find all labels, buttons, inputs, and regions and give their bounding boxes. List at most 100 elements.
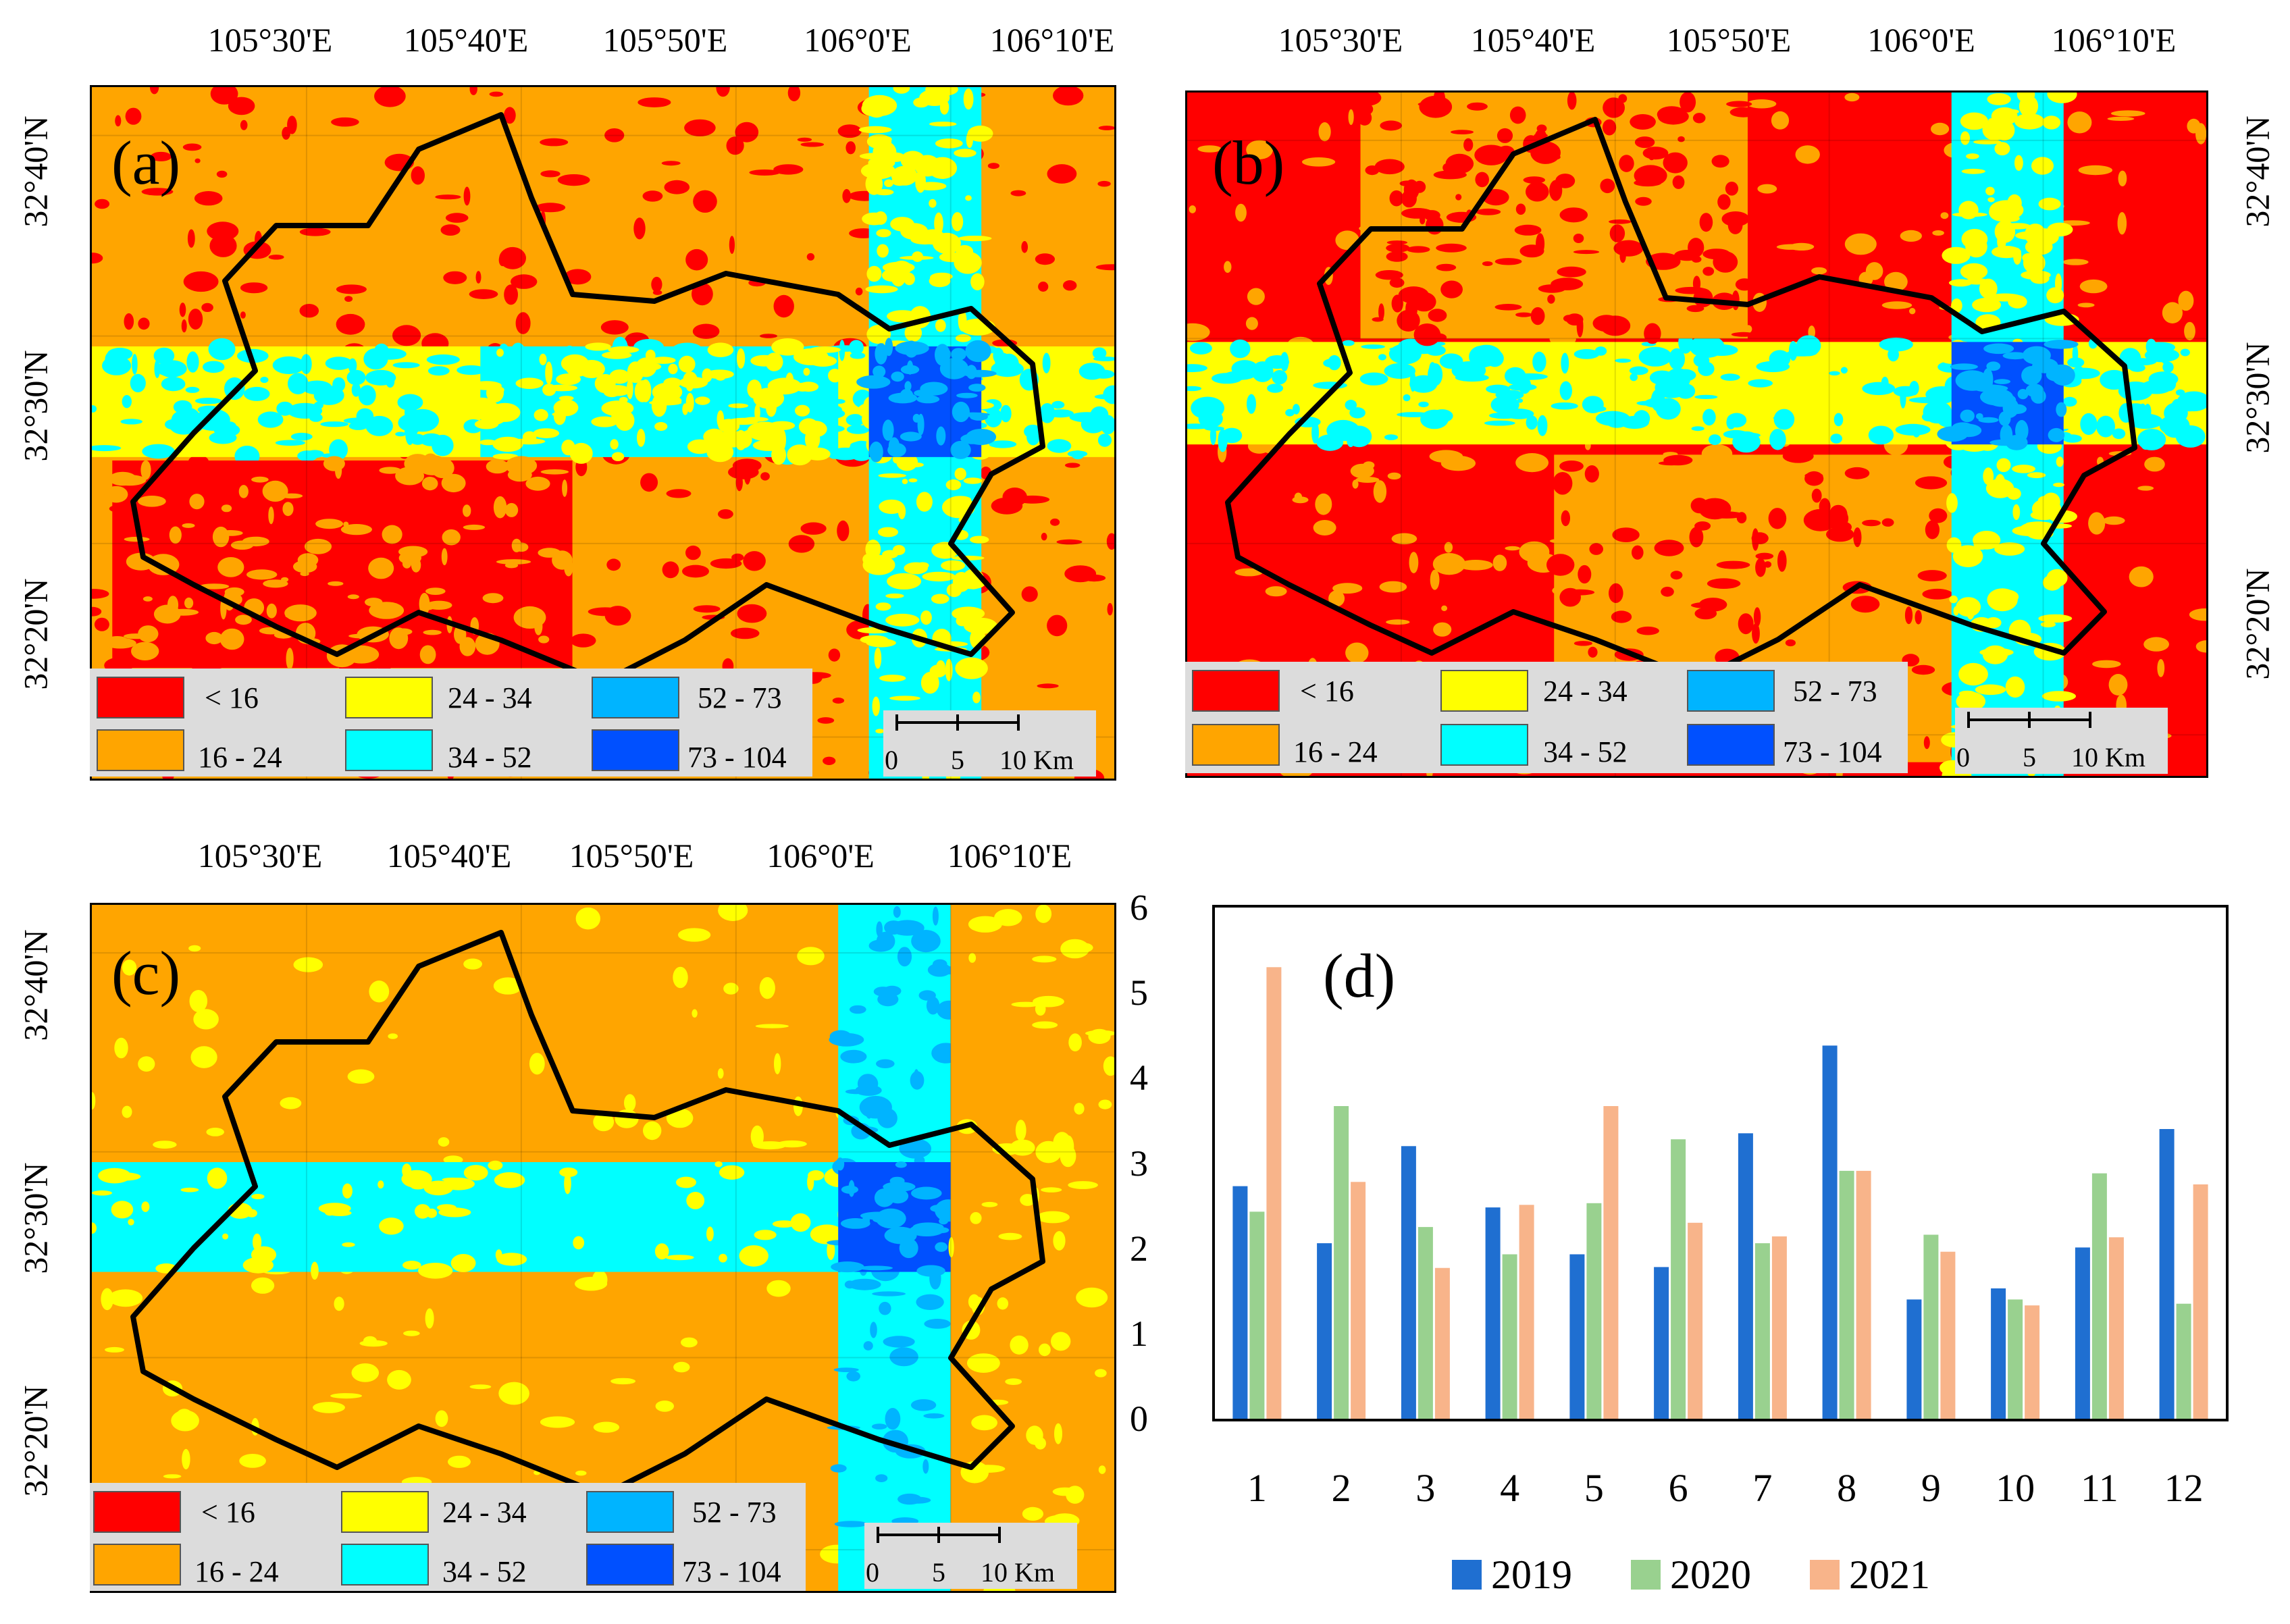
map-texture [1352, 93, 1757, 346]
scale-tick: 5 [951, 745, 964, 775]
map-texture [856, 338, 997, 463]
legend-label: < 16 [205, 681, 259, 714]
bar-2021-m12 [2193, 1184, 2208, 1419]
legend-swatch [592, 729, 679, 771]
legend-label: 52 - 73 [1793, 675, 1877, 708]
lat-label: 32°30'N [16, 1162, 55, 1274]
lon-label: 105°50'E [569, 837, 694, 874]
scale-bar-b: 0 5 10 Km [1955, 708, 2168, 774]
bar-2019-m3 [1401, 1146, 1416, 1419]
bar-2019-m4 [1485, 1207, 1501, 1419]
x-tick-label: 7 [1752, 1466, 1773, 1510]
bar-layer [1232, 967, 2208, 1419]
lat-label: 32°40'N [16, 115, 55, 228]
legend-swatch [1440, 724, 1528, 766]
lon-label: 106°10'E [989, 21, 1115, 59]
bar-2021-m10 [2025, 1305, 2040, 1419]
panel-label-a: (a) [111, 128, 181, 197]
bar-2020-m3 [1417, 1227, 1433, 1419]
legend-label: 52 - 73 [692, 1496, 777, 1529]
legend-swatch-2019 [1452, 1560, 1482, 1590]
legend-label: 73 - 104 [687, 741, 787, 774]
y-tick-label: 1 [1130, 1313, 1148, 1354]
y-tick-label: 0 [1130, 1398, 1148, 1439]
scale-tick: 0 [885, 745, 898, 775]
legend-swatch [1687, 724, 1775, 766]
x-tick-label: 8 [1837, 1466, 1857, 1510]
bar-2020-m11 [2091, 1173, 2107, 1419]
lat-label: 32°40'N [2238, 115, 2276, 228]
bar-2021-m4 [1519, 1205, 1534, 1419]
panel-label-c: (c) [111, 939, 181, 1007]
legend-swatch [1440, 670, 1528, 712]
legend-label: < 16 [201, 1496, 255, 1529]
bar-2020-m1 [1249, 1211, 1265, 1419]
legend-label: 24 - 34 [448, 681, 532, 714]
x-tick-label: 1 [1247, 1466, 1267, 1510]
bar-2021-m2 [1351, 1182, 1366, 1419]
legend-swatch [93, 1544, 181, 1586]
lon-label: 105°40'E [403, 21, 529, 59]
bar-2020-m8 [1839, 1170, 1854, 1419]
legend-label: 73 - 104 [1783, 735, 1882, 768]
bar-2021-m11 [2108, 1237, 2124, 1419]
lat-label: 32°20'N [16, 1385, 55, 1497]
legend-label: 24 - 34 [442, 1496, 527, 1529]
bar-2021-m7 [1771, 1236, 1787, 1419]
y-tick-label: 3 [1130, 1143, 1148, 1184]
lat-label: 32°40'N [16, 929, 55, 1041]
legend-label: < 16 [1300, 675, 1354, 708]
x-tick-label: 11 [2080, 1466, 2118, 1510]
scale-bar-a: 0 5 10 Km [883, 710, 1096, 777]
map-a-raster [90, 85, 1116, 781]
lon-label: 106°0'E [1867, 21, 1975, 59]
map-zone [950, 905, 1114, 1591]
lon-label: 105°40'E [386, 837, 512, 874]
panel-label-d: (d) [1323, 941, 1396, 1010]
map-zone [112, 460, 573, 669]
legend-swatch-2021 [1810, 1560, 1840, 1590]
legend-swatch [345, 729, 433, 771]
bar-2021-m6 [1688, 1222, 1703, 1419]
lon-label: 106°10'E [947, 837, 1072, 874]
scale-tick: 10 Km [2071, 742, 2145, 772]
legend-swatch [93, 1491, 181, 1533]
legend-label-2021: 2021 [1849, 1552, 1930, 1597]
map-texture [1937, 340, 2079, 450]
map-terrain [92, 905, 1114, 1591]
bar-2021-m8 [1856, 1170, 1871, 1419]
y-tick-label: 5 [1130, 972, 1148, 1014]
scale-bar-graphic [895, 714, 1020, 731]
legend-swatch [97, 677, 184, 718]
bar-2019-m5 [1569, 1254, 1585, 1419]
bar-2021-m1 [1266, 967, 1282, 1419]
legend-swatch [592, 677, 679, 718]
legend-label: 16 - 24 [194, 1555, 279, 1588]
bar-2020-m5 [1586, 1203, 1602, 1419]
bar-2019-m9 [1906, 1299, 1922, 1419]
y-tick-label: 4 [1130, 1057, 1148, 1099]
bar-2020-m7 [1754, 1243, 1770, 1419]
lat-label: 32°20'N [2238, 568, 2276, 680]
legend-swatch [586, 1491, 674, 1533]
region-boundary [130, 930, 1045, 1498]
map-legend-b: < 16 16 - 24 24 - 34 34 - 52 52 - 73 73 … [1185, 662, 1908, 773]
scale-tick: 5 [2023, 742, 2036, 772]
bar-2021-m5 [1603, 1106, 1619, 1419]
y-tick-label: 6 [1130, 887, 1148, 928]
legend-label-2020: 2020 [1670, 1552, 1751, 1597]
lon-label: 106°0'E [766, 837, 875, 874]
lat-label: 32°20'N [16, 578, 55, 690]
bar-2021-m3 [1434, 1267, 1450, 1419]
bar-2020-m9 [1923, 1234, 1939, 1419]
lat-label: 32°30'N [16, 350, 55, 462]
bar-2019-m11 [2075, 1247, 2090, 1419]
legend-label: 52 - 73 [698, 681, 782, 714]
bar-2020-m2 [1334, 1106, 1349, 1419]
bar-2020-m6 [1671, 1139, 1686, 1419]
lon-label: 105°30'E [207, 21, 333, 59]
scale-tick: 10 Km [999, 745, 1074, 775]
lon-label: 105°50'E [1666, 21, 1792, 59]
scale-bar-c: 0 5 10 Km [864, 1523, 1077, 1589]
lon-label: 106°10'E [2051, 21, 2177, 59]
